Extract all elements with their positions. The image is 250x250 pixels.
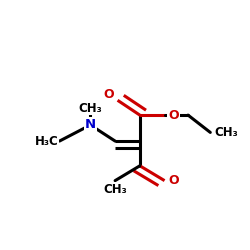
Text: O: O (104, 88, 114, 101)
Text: N: N (85, 118, 96, 132)
Text: O: O (168, 174, 179, 187)
Text: CH₃: CH₃ (78, 102, 102, 114)
Text: CH₃: CH₃ (214, 126, 238, 139)
Text: H₃C: H₃C (34, 134, 58, 147)
Text: O: O (168, 108, 179, 122)
Text: CH₃: CH₃ (103, 183, 127, 196)
